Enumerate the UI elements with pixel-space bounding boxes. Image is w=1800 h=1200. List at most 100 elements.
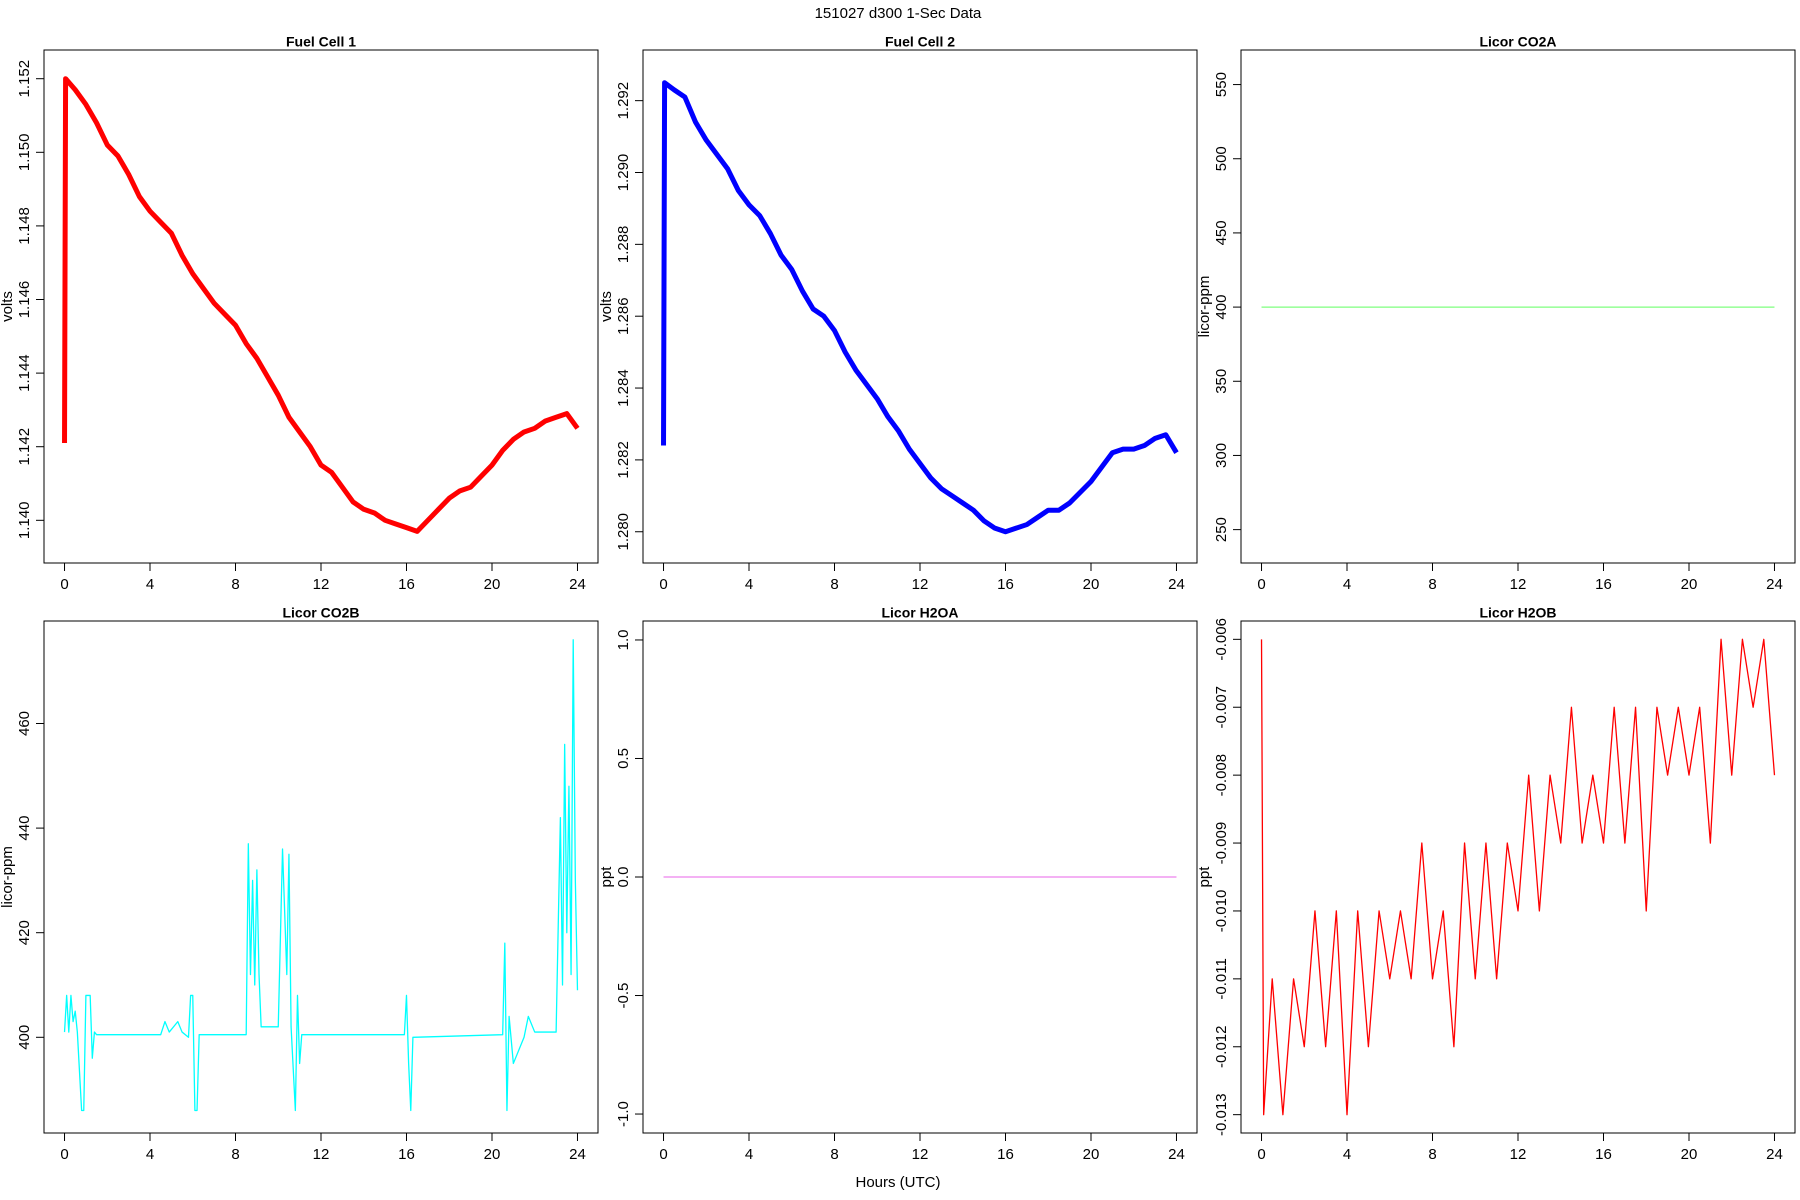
y-tick-label: -0.009 bbox=[1213, 822, 1230, 865]
panel-title: Fuel Cell 1 bbox=[286, 34, 356, 50]
y-tick-label: -0.5 bbox=[615, 983, 632, 1009]
panel-title: Licor CO2B bbox=[282, 605, 359, 621]
y-tick-label: 1.148 bbox=[16, 207, 33, 245]
y-tick-label: 0.5 bbox=[615, 748, 632, 769]
x-tick-label: 12 bbox=[912, 1146, 929, 1163]
plot-frame bbox=[43, 49, 599, 564]
x-tick-label: 12 bbox=[1510, 576, 1527, 593]
y-tick-label: 350 bbox=[1213, 369, 1230, 394]
y-tick-label: 300 bbox=[1213, 443, 1230, 468]
plot-frame bbox=[1240, 49, 1796, 564]
x-tick-label: 24 bbox=[1168, 1146, 1185, 1163]
y-tick-label: 440 bbox=[16, 816, 33, 841]
y-tick-label: -1.0 bbox=[615, 1101, 632, 1127]
y-axis-label: licor-ppm bbox=[1196, 276, 1213, 338]
panel-title: Licor H2OA bbox=[881, 605, 958, 621]
x-tick-label: 4 bbox=[146, 1146, 154, 1163]
data-line bbox=[1260, 638, 1776, 1116]
x-tick-label: 16 bbox=[1595, 1146, 1612, 1163]
x-tick-label: 16 bbox=[997, 1146, 1014, 1163]
y-tick-label: -0.010 bbox=[1213, 890, 1230, 933]
x-tick-label: 0 bbox=[60, 576, 68, 593]
x-tick-label: 24 bbox=[1766, 1146, 1783, 1163]
data-line bbox=[63, 639, 579, 1112]
y-tick-label: 250 bbox=[1213, 517, 1230, 542]
plot-frame bbox=[43, 620, 599, 1134]
x-tick-label: 8 bbox=[1428, 576, 1436, 593]
panel-title: Licor CO2A bbox=[1479, 34, 1556, 50]
y-tick-label: 1.0 bbox=[615, 630, 632, 651]
x-tick-label: 4 bbox=[1343, 1146, 1351, 1163]
x-tick-label: 20 bbox=[1681, 1146, 1698, 1163]
y-axis-label: volts bbox=[0, 291, 16, 322]
x-tick-label: 16 bbox=[1595, 576, 1612, 593]
x-tick-label: 8 bbox=[231, 576, 239, 593]
y-tick-label: 400 bbox=[1213, 295, 1230, 320]
y-tick-label: -0.012 bbox=[1213, 1025, 1230, 1068]
y-axis-label: ppt bbox=[598, 866, 615, 888]
x-tick-label: 8 bbox=[1428, 1146, 1436, 1163]
y-tick-label: -0.013 bbox=[1213, 1093, 1230, 1136]
x-tick-label: 8 bbox=[830, 1146, 838, 1163]
plot-frame bbox=[642, 49, 1198, 564]
y-tick-label: 1.152 bbox=[16, 60, 33, 98]
data-line bbox=[661, 80, 1179, 535]
y-tick-label: 400 bbox=[16, 1025, 33, 1050]
plot-frame bbox=[642, 620, 1198, 1134]
x-axis-label: Hours (UTC) bbox=[856, 1174, 941, 1191]
y-tick-label: -0.007 bbox=[1213, 686, 1230, 729]
y-axis-label: licor-ppm bbox=[0, 846, 16, 908]
y-tick-label: 500 bbox=[1213, 146, 1230, 171]
x-tick-label: 4 bbox=[1343, 576, 1351, 593]
x-tick-label: 8 bbox=[231, 1146, 239, 1163]
x-tick-label: 12 bbox=[313, 576, 330, 593]
x-tick-label: 20 bbox=[484, 1146, 501, 1163]
x-tick-label: 16 bbox=[398, 1146, 415, 1163]
x-tick-label: 24 bbox=[569, 1146, 586, 1163]
y-tick-label: 450 bbox=[1213, 220, 1230, 245]
y-tick-label: 550 bbox=[1213, 72, 1230, 97]
plot-frame bbox=[1240, 620, 1796, 1134]
y-tick-label: 1.280 bbox=[615, 513, 632, 551]
x-tick-label: 24 bbox=[1168, 576, 1185, 593]
y-tick-label: -0.011 bbox=[1213, 958, 1230, 999]
y-tick-label: 460 bbox=[16, 711, 33, 736]
y-tick-label: 420 bbox=[16, 920, 33, 945]
x-tick-label: 20 bbox=[484, 576, 501, 593]
x-tick-label: 0 bbox=[659, 1146, 667, 1163]
x-tick-label: 20 bbox=[1083, 576, 1100, 593]
y-tick-label: 1.140 bbox=[16, 502, 33, 540]
data-line bbox=[62, 76, 580, 534]
y-tick-label: 1.292 bbox=[615, 82, 632, 120]
x-tick-label: 12 bbox=[313, 1146, 330, 1163]
y-tick-label: 1.282 bbox=[615, 441, 632, 479]
y-axis-label: ppt bbox=[1196, 866, 1213, 888]
x-tick-label: 16 bbox=[997, 576, 1014, 593]
panel-title: Fuel Cell 2 bbox=[885, 34, 955, 50]
x-tick-label: 0 bbox=[659, 576, 667, 593]
x-tick-label: 4 bbox=[745, 576, 753, 593]
y-tick-label: -0.006 bbox=[1213, 618, 1230, 661]
x-tick-label: 0 bbox=[1257, 576, 1265, 593]
x-tick-label: 4 bbox=[146, 576, 154, 593]
x-tick-label: 16 bbox=[398, 576, 415, 593]
x-tick-label: 24 bbox=[1766, 576, 1783, 593]
y-axis-label: volts bbox=[598, 291, 615, 322]
panel-title: Licor H2OB bbox=[1479, 605, 1556, 621]
y-tick-label: 1.150 bbox=[16, 134, 33, 172]
y-tick-label: 1.142 bbox=[16, 428, 33, 466]
y-tick-label: -0.008 bbox=[1213, 754, 1230, 797]
y-tick-label: 1.286 bbox=[615, 297, 632, 335]
x-tick-label: 0 bbox=[1257, 1146, 1265, 1163]
x-tick-label: 20 bbox=[1681, 576, 1698, 593]
x-tick-label: 4 bbox=[745, 1146, 753, 1163]
x-tick-label: 24 bbox=[569, 576, 586, 593]
y-tick-label: 1.284 bbox=[615, 369, 632, 407]
page-title: 151027 d300 1-Sec Data bbox=[815, 5, 982, 22]
y-tick-label: 1.290 bbox=[615, 154, 632, 192]
x-tick-label: 12 bbox=[1510, 1146, 1527, 1163]
y-tick-label: 1.144 bbox=[16, 354, 33, 392]
x-tick-label: 8 bbox=[830, 576, 838, 593]
